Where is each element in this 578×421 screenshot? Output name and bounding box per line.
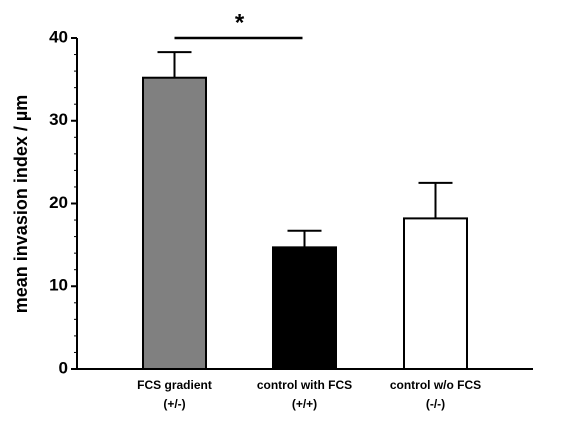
y-axis-label: mean invasion index / µm [11,95,31,313]
x-tick-label: (+/+) [292,397,317,411]
x-tick-label: FCS gradient [137,378,212,392]
y-tick-label: 0 [59,358,68,377]
bar [403,217,468,370]
significance-label: * [235,9,245,36]
y-tick-label: 40 [49,27,68,46]
x-tick-label: control with FCS [257,378,352,392]
x-tick-label: control w/o FCS [390,378,481,392]
x-tick-label: (-/-) [426,397,445,411]
y-tick-label: 20 [49,193,68,212]
y-tick-label: 30 [49,110,68,129]
bar [272,246,337,370]
x-tick-label: (+/-) [163,397,185,411]
bar [142,76,207,370]
y-tick-label: 10 [49,276,68,295]
